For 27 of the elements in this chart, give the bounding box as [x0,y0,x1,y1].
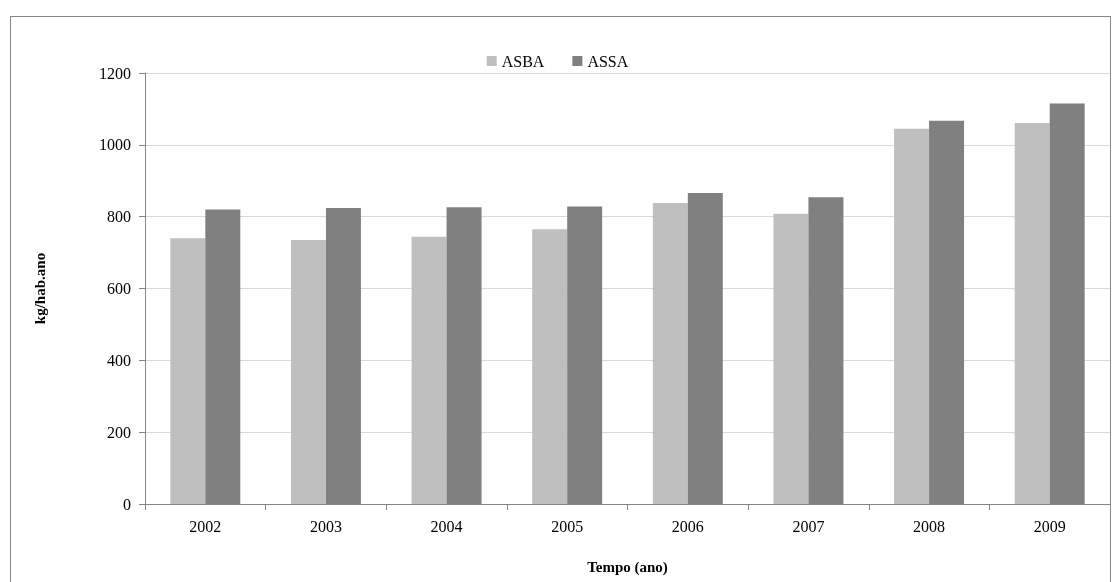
y-tick-label: 800 [107,208,131,226]
bar [773,213,809,504]
x-tick-label: 2004 [430,517,463,535]
bar [290,240,326,504]
x-axis-title: Tempo (ano) [587,558,668,576]
bar [411,236,447,504]
x-tick-label: 2006 [671,517,704,535]
x-tick-label: 2003 [309,517,342,535]
y-tick-label: 1200 [99,64,131,82]
x-tick-label: 2005 [551,517,584,535]
y-tick-label: 600 [107,280,131,297]
x-tick-label: 2007 [792,517,825,535]
legend-label: ASSA [587,52,629,70]
y-tick-label: 200 [107,423,131,441]
y-tick-label: 1000 [99,136,131,154]
x-tick-label: 2009 [1033,517,1066,535]
bar [652,203,688,504]
bar [170,238,206,504]
y-axis-title: kg/hab.ano [31,252,48,325]
x-tick-label: 2002 [189,517,222,535]
x-tick-label: 2008 [913,517,946,535]
bar [1014,122,1050,504]
bar [532,229,568,504]
legend-label: ASBA [501,52,545,70]
bar [894,128,930,504]
y-tick-label: 0 [123,495,131,513]
y-tick-label: 400 [107,351,131,369]
